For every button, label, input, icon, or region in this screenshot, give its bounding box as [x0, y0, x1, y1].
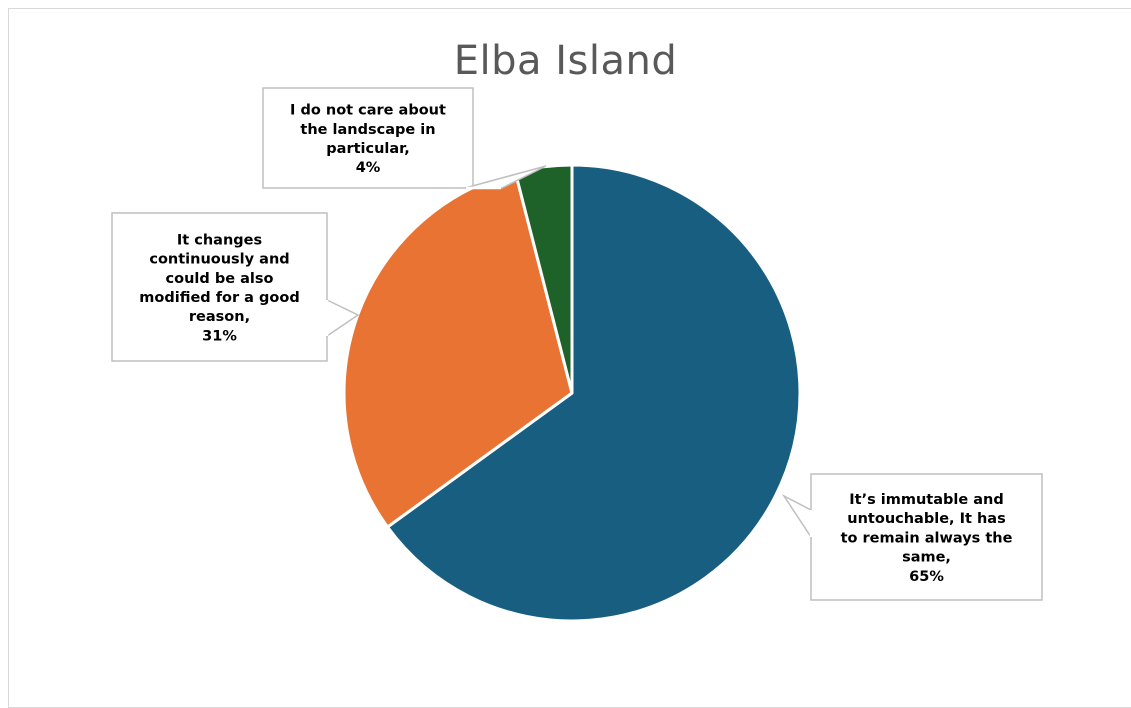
data-label-line-changes: reason, — [189, 309, 250, 325]
data-label-value-immutable: 65% — [909, 569, 944, 585]
callout-changes: It changes continuously and could be also m… — [111, 212, 360, 362]
data-label-line-dont-care: I do not care about — [290, 103, 446, 119]
data-label-line-immutable: It’s immutable and — [849, 492, 1003, 508]
pie-slice-immutable — [386, 163, 802, 623]
data-label-line-immutable: same, — [902, 550, 951, 566]
data-label-callouts: It’s immutable and untouchable, It has to … — [111, 87, 1043, 601]
data-label-line-changes: could be also — [166, 271, 274, 287]
data-label-line-dont-care: the landscape in — [300, 122, 435, 138]
data-label-line-immutable: to remain always the — [841, 530, 1013, 546]
data-label-line-changes: modified for a good — [139, 290, 299, 306]
data-label-value-changes: 31% — [202, 328, 237, 344]
data-label-line-dont-care: particular, — [326, 141, 409, 157]
data-label-line-changes: continuously and — [149, 252, 289, 268]
data-label-line-changes: It changes — [177, 232, 262, 248]
data-label-value-dont-care: 4% — [356, 160, 381, 176]
callout-dont-care: I do not care about the landscape in parti… — [262, 87, 547, 190]
chart-title: Elba Island — [453, 38, 678, 84]
callout-box-immutable — [810, 473, 1043, 601]
callout-pointer-immutable — [781, 494, 812, 540]
pie-chart: It’s immutable and untouchable, It has to … — [111, 87, 1043, 623]
pie-slices — [342, 163, 802, 623]
callout-box-dont-care — [262, 87, 474, 189]
callout-box-changes — [111, 212, 328, 362]
data-label-line-immutable: untouchable, It has — [847, 511, 1005, 527]
callout-immutable: It’s immutable and untouchable, It has to … — [781, 473, 1043, 601]
